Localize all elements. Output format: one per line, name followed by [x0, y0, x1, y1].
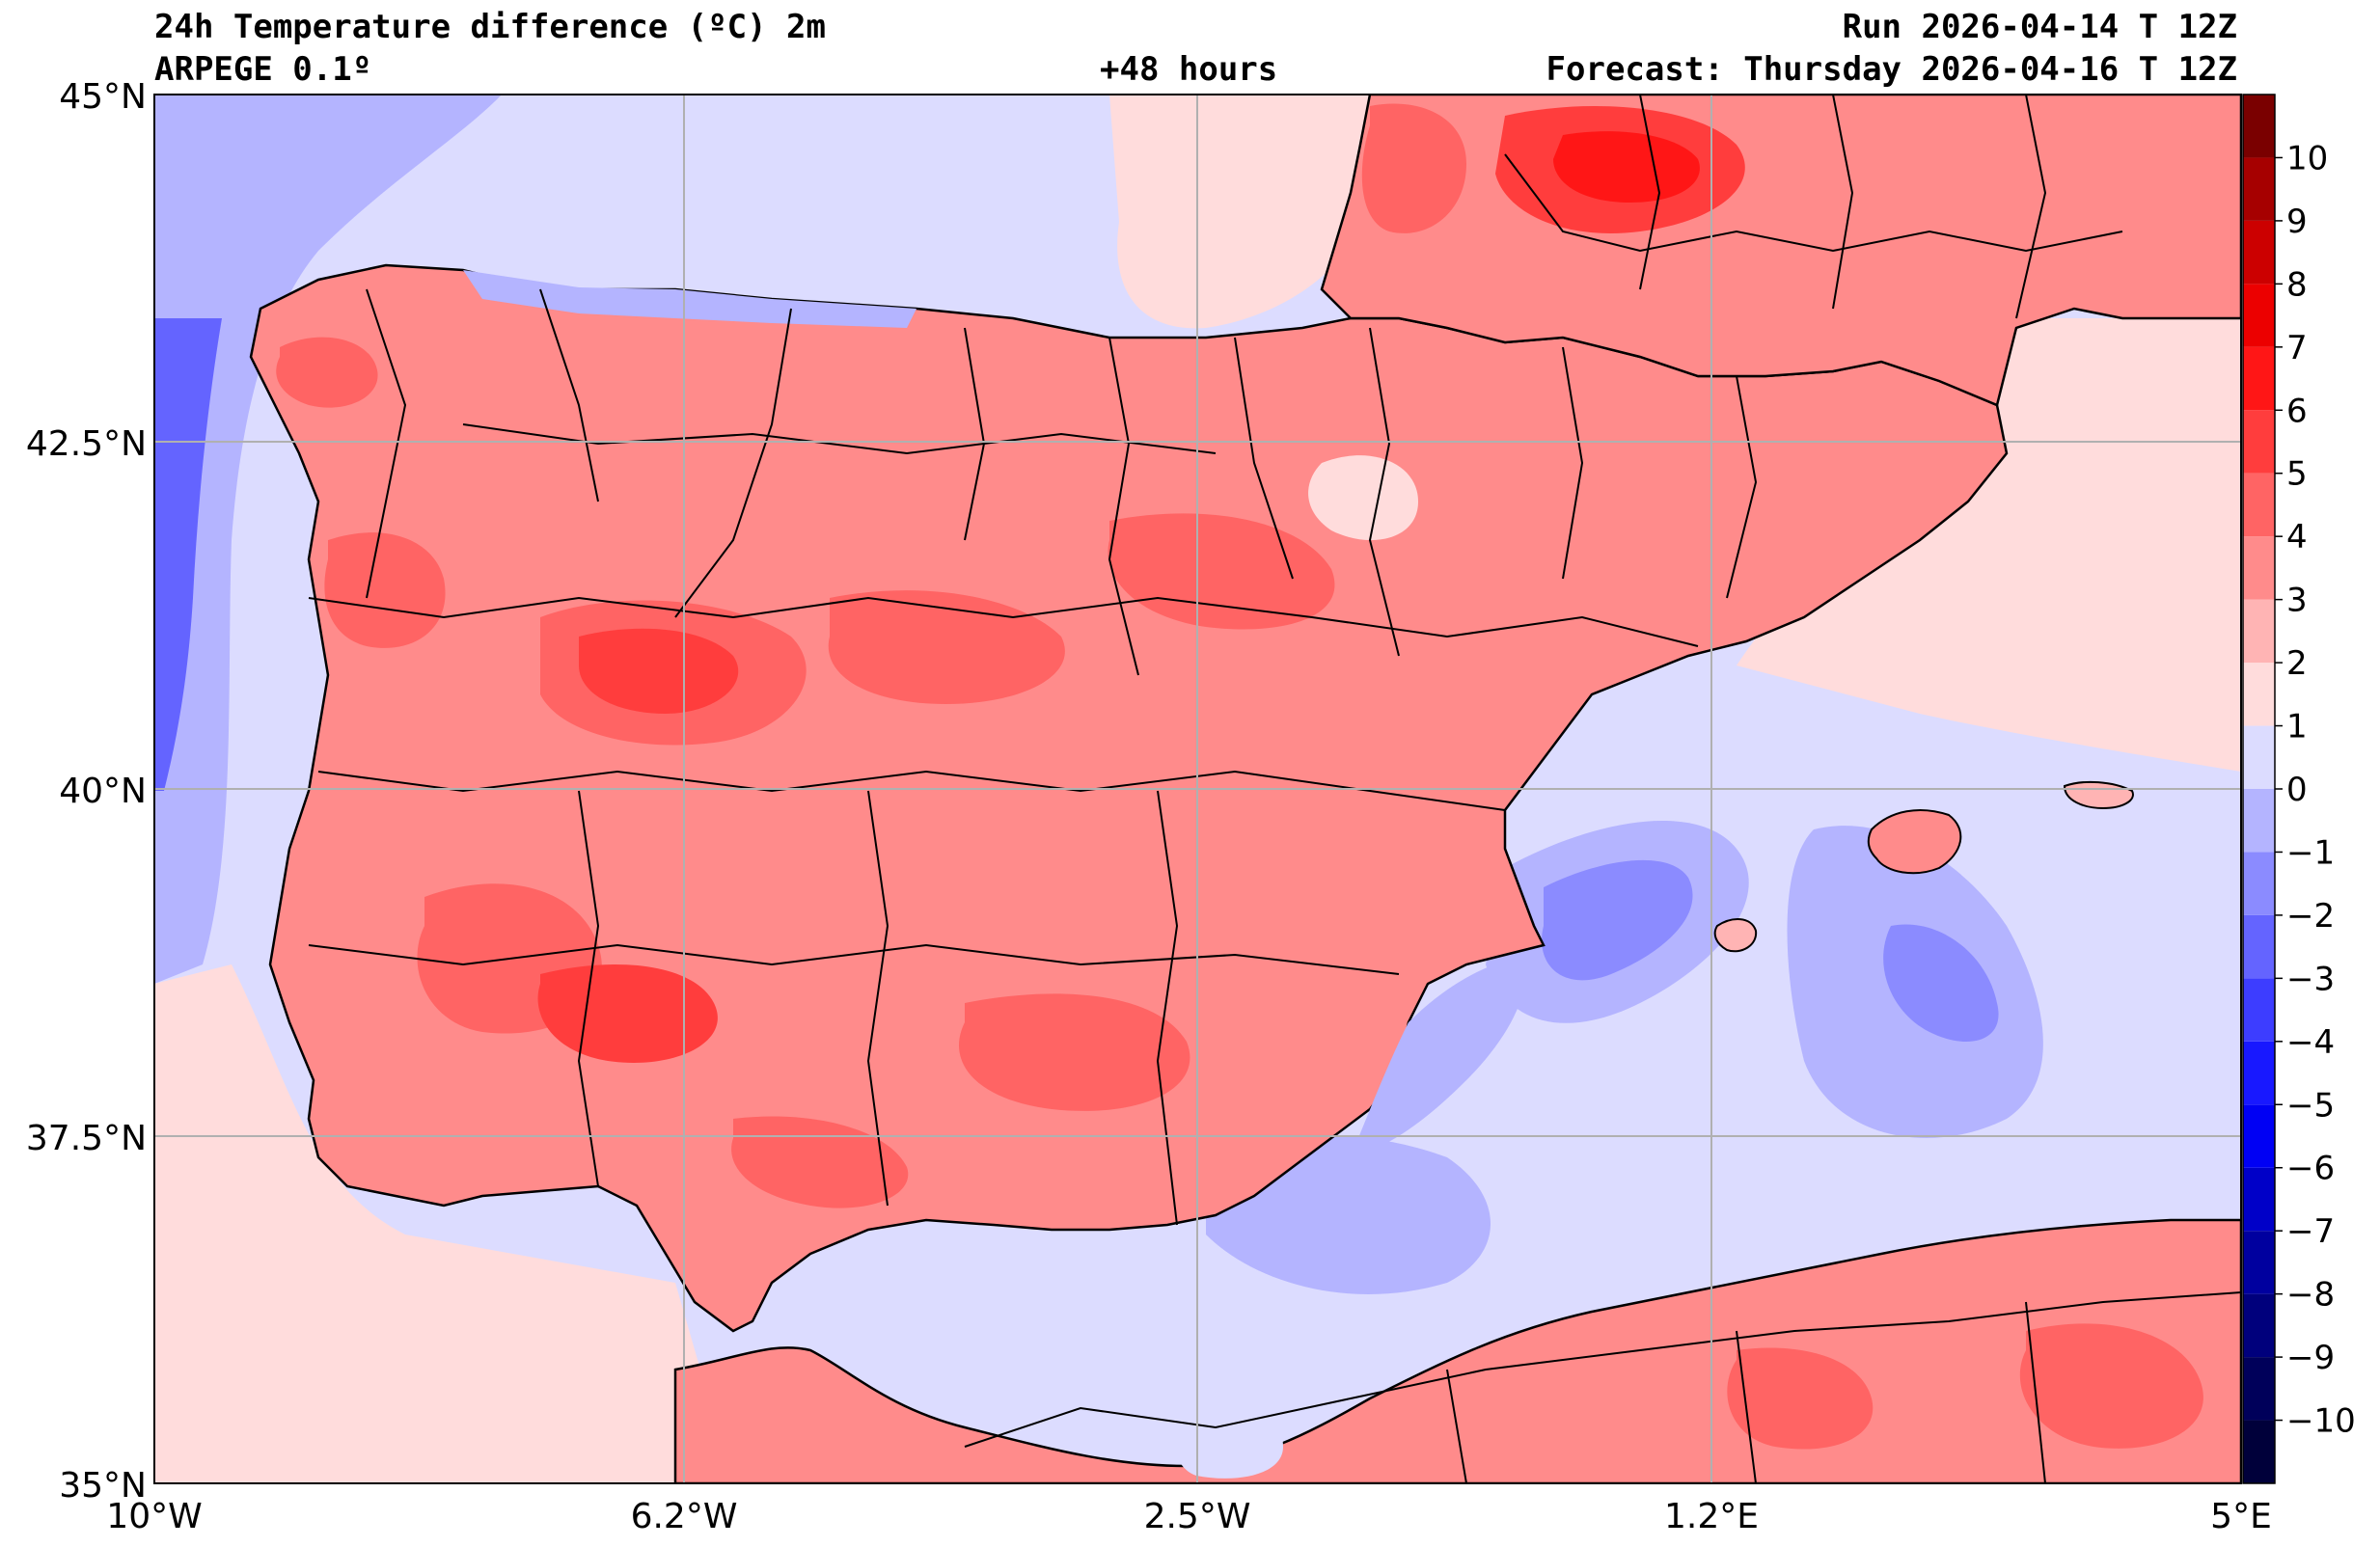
- colorbar-swatch: [2243, 1420, 2275, 1483]
- colorbar-swatch: [2243, 346, 2275, 411]
- model-label: ARPEGE 0.1º: [154, 50, 372, 89]
- colorbar-swatch: [2243, 1293, 2275, 1358]
- colorbar-label: 6: [2286, 392, 2308, 430]
- south-hot-patch-4: [731, 1116, 909, 1208]
- colorbar-swatch: [2243, 95, 2275, 158]
- chart-title: 24h Temperature difference (ºC) 2m: [154, 8, 826, 46]
- lon-tick-label: 10°W: [106, 1497, 202, 1536]
- colorbar-swatch: [2243, 473, 2275, 537]
- colorbar-label: 10: [2286, 139, 2328, 177]
- colorbar-swatch: [2243, 725, 2275, 789]
- colorbar-swatch: [2243, 1167, 2275, 1232]
- colorbar-label: −7: [2286, 1212, 2335, 1251]
- colorbar-label: 7: [2286, 329, 2308, 367]
- colorbar-swatch: [2243, 220, 2275, 285]
- graticule: [154, 95, 2241, 1483]
- lat-tick-label: 45°N: [59, 77, 147, 117]
- cantabric-cool-strip: [463, 270, 916, 328]
- lon-tick-label: 5°E: [2210, 1497, 2272, 1536]
- colorbar-label: −3: [2286, 960, 2335, 998]
- colorbar-swatch: [2243, 536, 2275, 600]
- lead-time-label: +48 hours: [1100, 50, 1278, 89]
- med-cold-east: [1883, 924, 1999, 1042]
- forecast-label: Forecast: Thursday 2026-04-16 T 12Z: [1546, 50, 2237, 89]
- lat-tick-label: 37.5°N: [26, 1119, 147, 1158]
- lon-tick-label: 1.2°E: [1664, 1497, 1759, 1536]
- colorbar-swatch: [2243, 978, 2275, 1042]
- interior-hot-patch-3: [828, 590, 1065, 704]
- atlantic-cold-band: [154, 318, 222, 791]
- colorbar-swatch: [2243, 599, 2275, 664]
- lon-tick-label: 2.5°W: [1144, 1497, 1251, 1536]
- colorbar-swatch: [2243, 789, 2275, 853]
- colorbar-label: 9: [2286, 203, 2308, 241]
- colorbar-label: −8: [2286, 1276, 2335, 1315]
- lon-axis: 10°W 6.2°W 2.5°W 1.2°E 5°E: [106, 1497, 2272, 1536]
- gulf-of-lion-warm-sea: [1737, 318, 2241, 772]
- colorbar-label: 5: [2286, 455, 2308, 494]
- east-coast-cool-strip: [1351, 955, 1526, 1157]
- atlantic-warm-sea: [154, 964, 733, 1483]
- france-very-hot-patch: [1553, 131, 1700, 203]
- mallorca-island: [1867, 809, 1962, 875]
- lon-tick-label: 6.2°W: [631, 1497, 738, 1536]
- france-warm-patch-2: [1361, 103, 1466, 233]
- lat-tick-label: 42.5°N: [26, 424, 147, 464]
- africa-light-patch: [1173, 1396, 1283, 1479]
- colorbar-label: −1: [2286, 833, 2335, 872]
- west-hot-patch: [324, 532, 446, 648]
- ebro-light-patch: [1308, 455, 1418, 540]
- africa-hot-patch-2: [1727, 1347, 1874, 1450]
- colorbar-swatch: [2243, 1041, 2275, 1105]
- colorbar-label: −10: [2286, 1402, 2356, 1441]
- interior-hot-patch-2: [579, 628, 739, 714]
- colorbar-swatch: [2243, 663, 2275, 726]
- south-hot-patch-3: [959, 993, 1190, 1111]
- colorbar-swatch: [2243, 410, 2275, 474]
- interior-hot-patch-4: [1108, 513, 1335, 630]
- colorbar-label: 0: [2286, 771, 2308, 809]
- colorbar-swatch: [2243, 1104, 2275, 1168]
- colorbar-swatch: [2243, 157, 2275, 221]
- colorbar-swatch: [2243, 914, 2275, 979]
- ibiza-island: [1713, 918, 1758, 953]
- colorbar-label: −5: [2286, 1086, 2335, 1125]
- colorbar-swatch: [2243, 1231, 2275, 1294]
- colorbar-label: −6: [2286, 1150, 2335, 1188]
- colorbar-label: 1: [2286, 708, 2308, 746]
- colorbar-label: 2: [2286, 644, 2308, 683]
- colorbar-swatch: [2243, 1357, 2275, 1421]
- balearic-sea-cold: [1542, 859, 1693, 981]
- colorbar-label: 8: [2286, 265, 2308, 304]
- biscay-warm-patch: [1109, 95, 1370, 329]
- colorbar-label: −9: [2286, 1339, 2335, 1377]
- region-borders: [308, 95, 2241, 1483]
- colorbar-swatch: [2243, 852, 2275, 915]
- colorbar-label: −4: [2286, 1023, 2335, 1062]
- galicia-warm-patch: [276, 337, 378, 408]
- colorbar-label: 3: [2286, 582, 2308, 620]
- map-frame: [153, 94, 2242, 1484]
- lat-tick-label: 35°N: [59, 1466, 147, 1506]
- colorbar-swatch: [2243, 284, 2275, 347]
- lat-tick-label: 40°N: [59, 772, 147, 811]
- lat-axis: 45°N 42.5°N 40°N 37.5°N 35°N: [26, 77, 147, 1506]
- colorbar-label: −2: [2286, 897, 2335, 936]
- colorbar-label: 4: [2286, 518, 2308, 556]
- run-label: Run 2026-04-14 T 12Z: [1842, 8, 2237, 46]
- africa-hot-patch-1: [2019, 1323, 2203, 1449]
- atlantic-cool-band: [154, 95, 502, 984]
